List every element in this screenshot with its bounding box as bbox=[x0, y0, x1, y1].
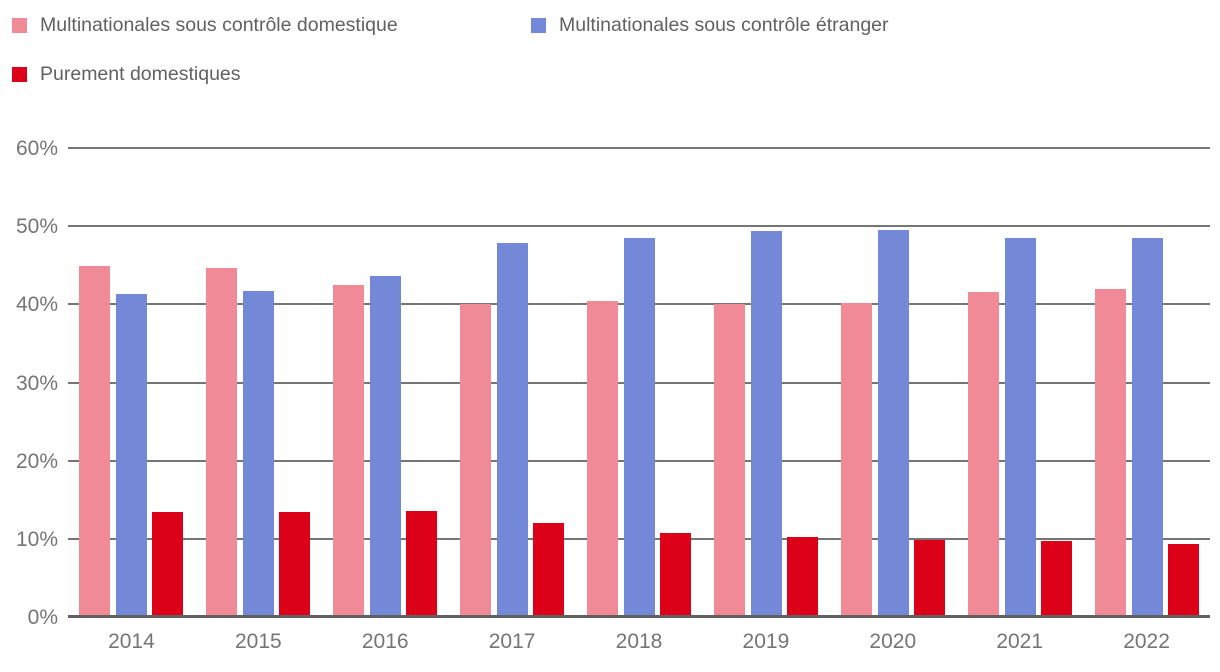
bar-2018-series-1 bbox=[624, 237, 655, 617]
y-axis-tick-label: 10% bbox=[15, 527, 58, 551]
bar-group-2019 bbox=[702, 148, 829, 617]
bar-2020-series-2 bbox=[913, 540, 945, 617]
bar-group-2015 bbox=[195, 148, 322, 617]
x-axis-baseline bbox=[68, 615, 1210, 618]
bar-2015-series-2 bbox=[279, 512, 311, 617]
x-axis-label-2016: 2016 bbox=[361, 630, 409, 653]
bar-2022-series-0 bbox=[1094, 288, 1126, 617]
bar-2014-series-1 bbox=[116, 294, 148, 617]
bar-2019-series-1 bbox=[750, 230, 782, 617]
bar-groups bbox=[68, 148, 1210, 617]
bar-2020-series-0 bbox=[840, 302, 872, 617]
bar-group-2022 bbox=[1083, 148, 1210, 617]
y-axis-tick-label: 30% bbox=[15, 371, 58, 395]
y-axis-tick-label: 20% bbox=[15, 449, 58, 473]
x-axis-label-2022: 2022 bbox=[1123, 630, 1170, 653]
bar-2017-series-2 bbox=[533, 523, 565, 617]
bar-2019-series-2 bbox=[786, 537, 818, 617]
bar-group-2018 bbox=[576, 148, 703, 617]
bar-2018-series-2 bbox=[660, 532, 691, 617]
legend-label: Purement domestiques bbox=[40, 62, 241, 85]
bar-2014-series-2 bbox=[152, 512, 184, 617]
bar-2018-series-0 bbox=[587, 301, 618, 617]
bar-2015-series-1 bbox=[243, 291, 275, 617]
bar-group-2021 bbox=[956, 148, 1083, 617]
x-axis-label-2020: 2020 bbox=[869, 630, 917, 653]
bar-2021-series-0 bbox=[967, 291, 999, 617]
bar-2021-series-2 bbox=[1040, 541, 1072, 617]
legend-swatch-blue-icon bbox=[531, 17, 546, 33]
bar-2016-series-0 bbox=[333, 284, 365, 617]
x-axis: 2014 2015 2016 2017 2018 2019 2020 2021 2022 bbox=[68, 630, 1210, 654]
bar-group-2017 bbox=[449, 148, 576, 617]
bar-2019-series-0 bbox=[713, 304, 745, 617]
bar-2017-series-1 bbox=[497, 243, 529, 617]
bar-group-2014 bbox=[68, 148, 195, 617]
x-axis-label-2014: 2014 bbox=[108, 630, 155, 653]
x-axis-label-2019: 2019 bbox=[742, 630, 790, 653]
legend-item-multinationales-domestique: Multinationales sous contrôle domestique bbox=[12, 14, 398, 36]
x-axis-label-2017: 2017 bbox=[488, 630, 536, 653]
gridline-50 bbox=[68, 225, 1210, 228]
bar-2015-series-0 bbox=[206, 267, 238, 617]
bar-group-2020 bbox=[829, 148, 956, 617]
x-axis-label-2015: 2015 bbox=[234, 630, 282, 653]
bar-2017-series-0 bbox=[460, 304, 492, 617]
bar-2020-series-1 bbox=[877, 230, 909, 617]
gridline-60 bbox=[68, 147, 1210, 149]
y-axis-tick-label: 60% bbox=[15, 137, 58, 160]
bar-2016-series-2 bbox=[406, 510, 438, 617]
y-axis-tick-label: 40% bbox=[15, 293, 58, 317]
legend-item-purement-domestiques: Purement domestiques bbox=[12, 63, 241, 85]
legend-swatch-red-icon bbox=[12, 66, 27, 82]
plot-area bbox=[68, 147, 1210, 618]
bar-2016-series-1 bbox=[370, 276, 402, 617]
legend-item-multinationales-etranger: Multinationales sous contrôle étranger bbox=[531, 14, 889, 36]
bar-2021-series-1 bbox=[1004, 237, 1036, 617]
legend-label: Multinationales sous contrôle étranger bbox=[559, 13, 889, 36]
bar-2022-series-2 bbox=[1167, 544, 1199, 617]
x-axis-label-2021: 2021 bbox=[996, 630, 1044, 653]
bar-2022-series-1 bbox=[1131, 237, 1163, 617]
x-axis-label-2018: 2018 bbox=[615, 630, 663, 653]
y-axis-tick-label: 50% bbox=[15, 215, 58, 239]
y-axis-tick-label: 0% bbox=[27, 606, 58, 629]
bar-group-2016 bbox=[322, 148, 449, 617]
bar-2014-series-0 bbox=[79, 266, 111, 617]
legend-label: Multinationales sous contrôle domestique bbox=[40, 13, 398, 36]
legend-swatch-pink-icon bbox=[12, 17, 27, 33]
